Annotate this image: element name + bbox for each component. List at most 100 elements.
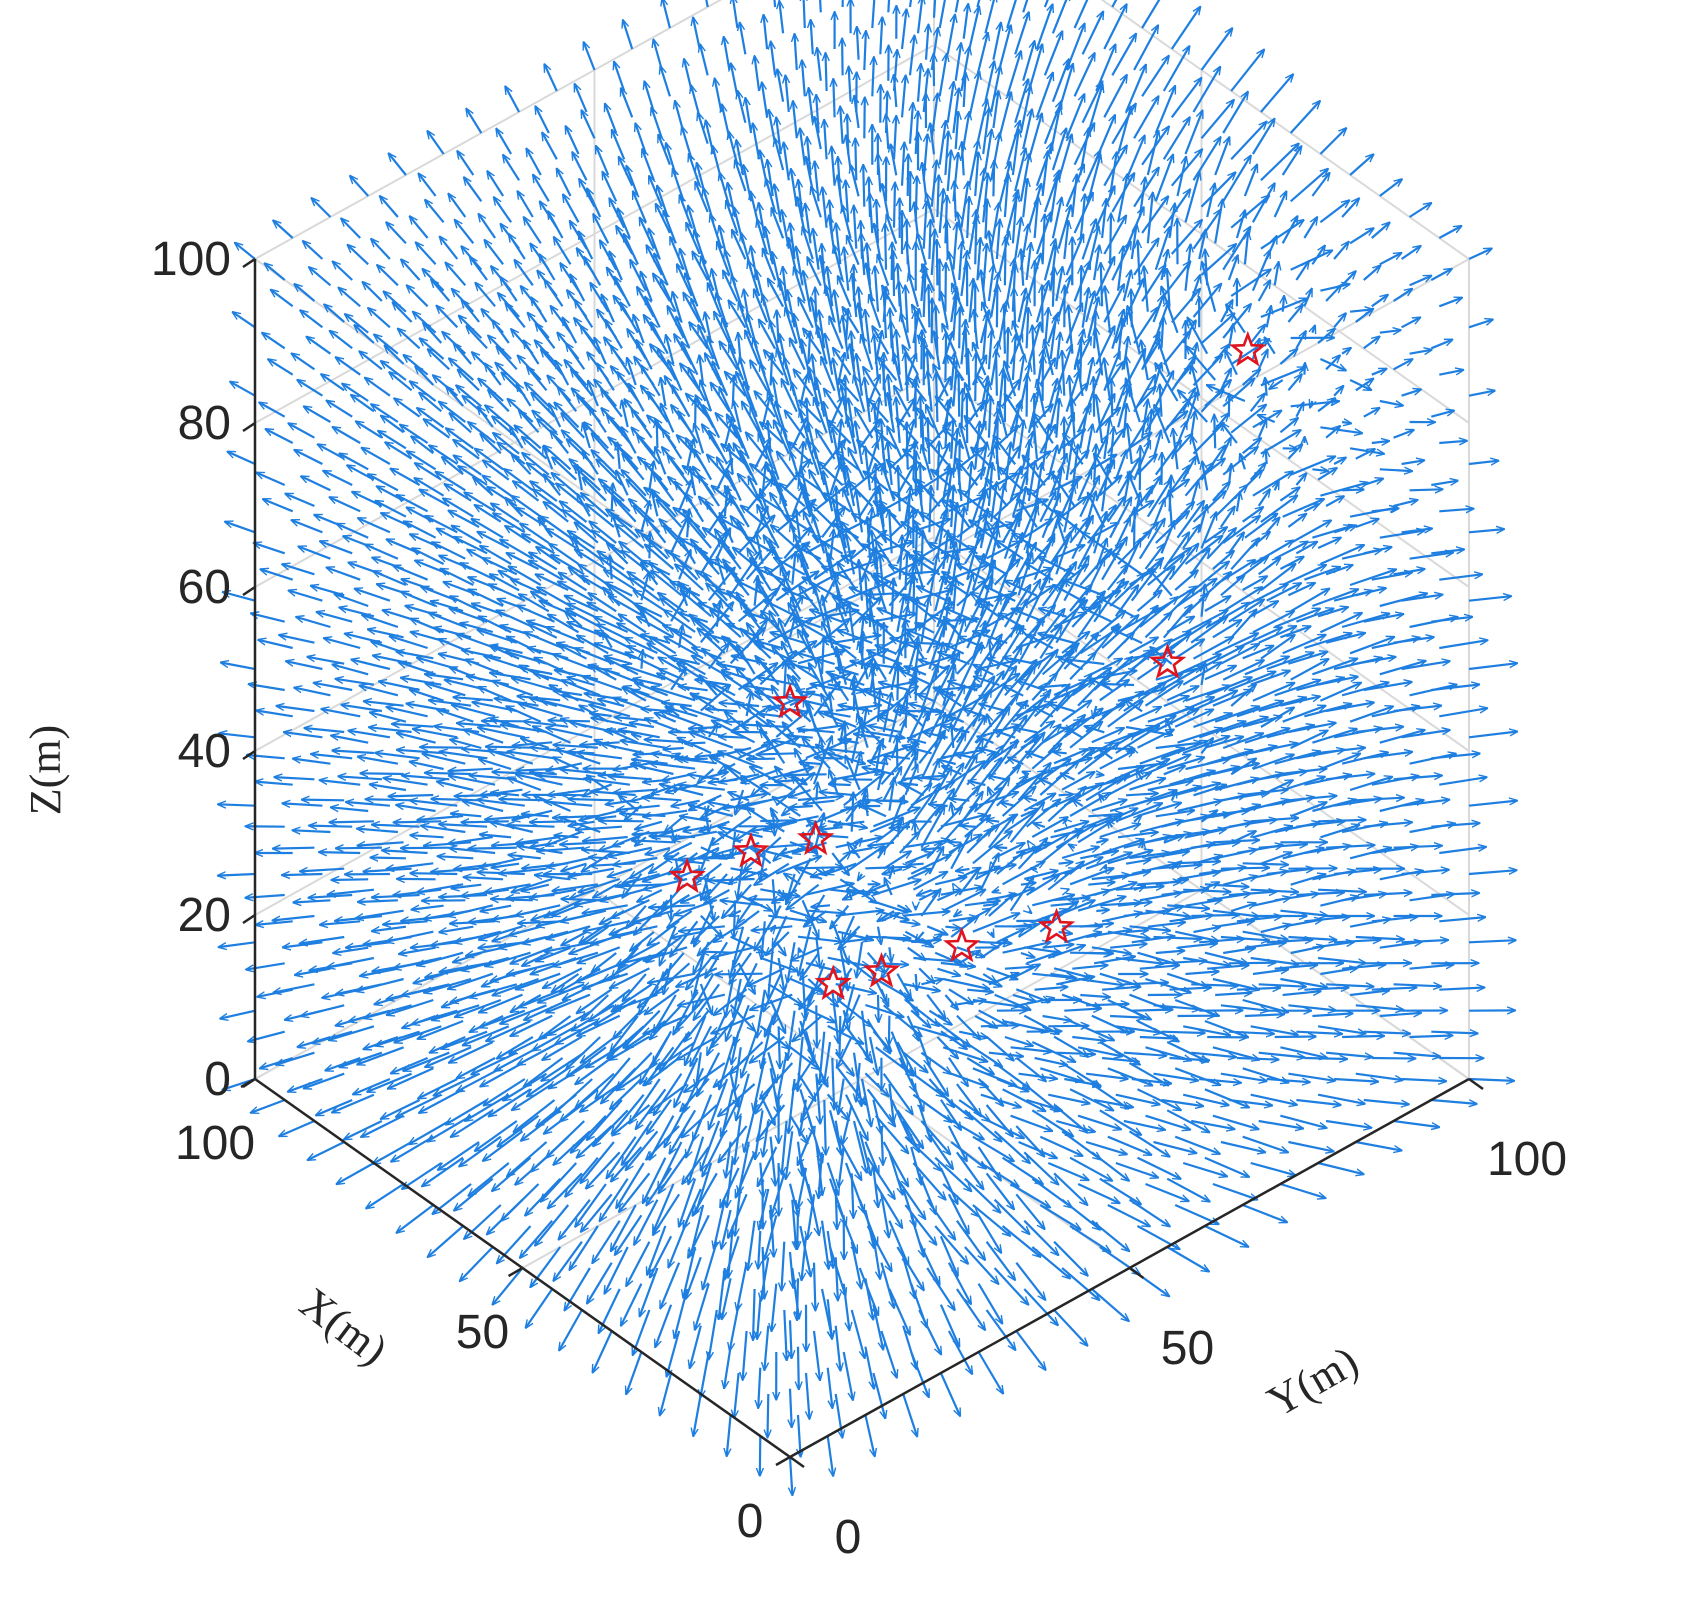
quiver-arrow (311, 754, 353, 760)
quiver-arrow (458, 370, 480, 392)
quiver-arrow (321, 709, 361, 718)
quiver-arrow (993, 161, 994, 197)
quiver-arrow (370, 784, 407, 792)
quiver-arrow (641, 709, 670, 712)
quiver-arrow (977, 1214, 1002, 1253)
quiver-arrow (872, 1167, 878, 1207)
quiver-arrow (976, 168, 984, 213)
quiver-arrow (1409, 1036, 1453, 1038)
quiver-arrow (612, 130, 626, 160)
quiver-arrow (455, 795, 501, 796)
quiver-arrow (1125, 136, 1145, 181)
quiver-arrow (899, 921, 920, 924)
quiver-arrow (1266, 653, 1314, 671)
quiver-arrow (787, 942, 796, 982)
quiver-arrow (1133, 96, 1158, 139)
quiver-arrow (1401, 460, 1425, 464)
quiver-arrow (399, 946, 436, 954)
quiver-arrow (1371, 1058, 1416, 1059)
quiver-arrow (844, 247, 850, 291)
quiver-arrow (423, 323, 443, 344)
quiver-arrow (1222, 447, 1258, 476)
quiver-arrow (623, 20, 634, 50)
quiver-arrow (351, 660, 391, 671)
quiver-arrow (265, 263, 286, 281)
quiver-arrow (789, 1046, 820, 1069)
quiver-arrow (1081, 219, 1097, 260)
quiver-arrow (1311, 173, 1329, 197)
quiver-arrow (590, 283, 610, 313)
quiver-arrow (858, 874, 862, 880)
quiver-arrow (1295, 331, 1305, 349)
quiver-arrow (1244, 1014, 1284, 1016)
quiver-arrow (850, 1309, 865, 1358)
quiver-arrow (1022, 0, 1029, 13)
quiver-arrow (1091, 800, 1127, 812)
quiver-arrow (655, 1304, 673, 1348)
quiver-arrow (1242, 646, 1274, 660)
quiver-arrow (784, 1309, 786, 1360)
quiver-arrow (348, 245, 369, 266)
quiver-arrow (431, 280, 451, 302)
quiver-arrow (1468, 391, 1495, 397)
quiver-arrow (653, 40, 663, 71)
quiver-arrow (314, 683, 353, 692)
quiver-arrow (496, 610, 534, 629)
quiver-arrow (811, 187, 822, 218)
z-tick-label: 0 (204, 1053, 231, 1106)
quiver-arrow (439, 925, 474, 933)
quiver-arrow (954, 911, 961, 917)
quiver-arrow (888, 1288, 910, 1335)
quiver-arrow (1129, 993, 1169, 1010)
quiver-arrow (645, 718, 682, 734)
quiver-arrow (857, 27, 859, 60)
quiver-arrow (1133, 308, 1158, 344)
quiver-arrow (1154, 155, 1173, 202)
quiver-arrow (1024, 797, 1038, 801)
quiver-arrow (947, 1193, 969, 1233)
quiver-arrow (347, 465, 375, 481)
quiver-arrow (386, 707, 428, 718)
quiver-arrow (779, 1, 783, 34)
quiver-arrow (450, 921, 496, 923)
quiver-arrow (1355, 1072, 1403, 1080)
quiver-arrow (421, 587, 458, 602)
quiver-arrow (1349, 919, 1390, 928)
quiver-arrow (1334, 940, 1380, 943)
quiver-arrow (1103, 4, 1126, 50)
quiver-arrow (307, 657, 345, 665)
quiver-arrow (719, 341, 739, 371)
quiver-arrow (255, 782, 293, 785)
quiver-arrow (956, 1220, 985, 1260)
quiver-arrow (333, 946, 369, 953)
quiver-arrow (1341, 198, 1359, 218)
quiver-arrow (535, 106, 550, 134)
quiver-arrow (425, 683, 466, 697)
quiver-arrow (548, 1172, 583, 1208)
quiver-arrow (557, 169, 572, 197)
quiver-arrow (1468, 461, 1498, 464)
quiver-arrow (293, 759, 331, 765)
quiver-arrow (1371, 223, 1390, 239)
quiver-arrow (754, 1057, 766, 1111)
quiver-arrow (257, 988, 293, 997)
quiver-arrow (411, 619, 445, 634)
quiver-arrow (1409, 489, 1443, 490)
quiver-arrow (662, 703, 692, 707)
quiver-arrow (974, 677, 1000, 687)
quiver-arrow (1093, 245, 1099, 281)
quiver-arrow (1099, 476, 1122, 497)
quiver-arrow (772, 1283, 778, 1331)
quiver-arrow (1182, 457, 1196, 481)
quiver-arrow (384, 778, 428, 786)
quiver-arrow (1312, 326, 1315, 333)
quiver-arrow (1279, 418, 1298, 434)
quiver-arrow (535, 1204, 570, 1246)
quiver-arrow (1409, 824, 1456, 834)
quiver-arrow (288, 423, 315, 439)
quiver-arrow (630, 260, 647, 292)
quiver-arrow (1065, 94, 1085, 139)
quiver-arrow (864, 1346, 874, 1389)
quiver-arrow (798, 1414, 801, 1457)
quiver-arrow (1174, 1135, 1220, 1154)
